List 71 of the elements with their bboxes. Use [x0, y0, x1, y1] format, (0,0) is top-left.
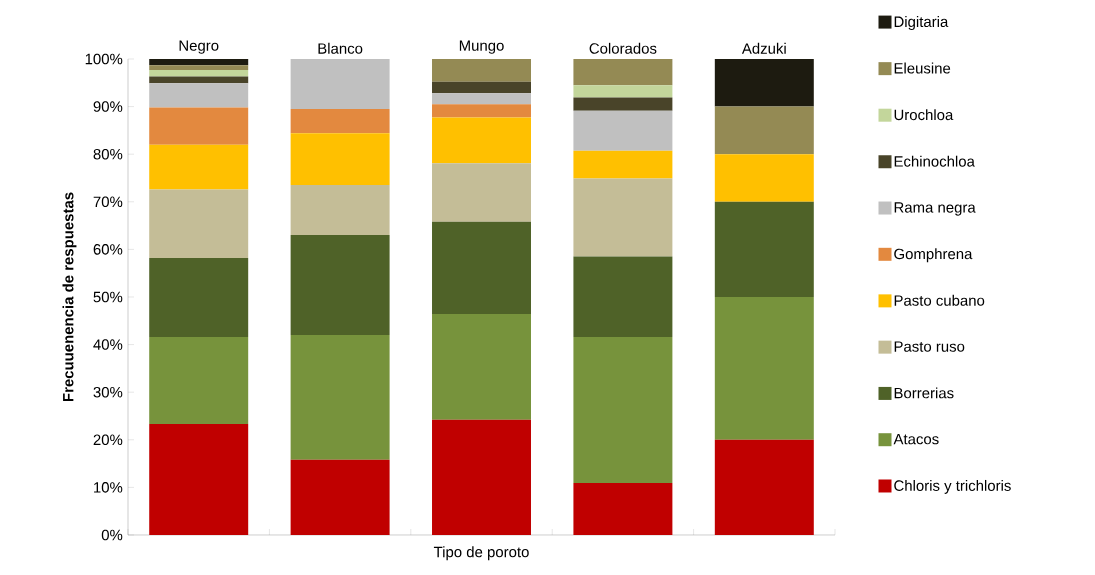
x-tick-label: Mungo — [459, 40, 504, 54]
bar — [573, 178, 673, 257]
legend-label: Digitaria — [894, 16, 949, 30]
bar — [432, 81, 531, 94]
bar — [432, 221, 531, 315]
bar — [149, 144, 249, 190]
bar — [290, 185, 390, 236]
bar — [714, 201, 814, 297]
legend-label: Atacos — [893, 433, 939, 445]
bar — [290, 58, 390, 109]
bar — [432, 104, 531, 118]
y-axis-title: Frecuuenencia de respuestas — [62, 192, 77, 402]
bar — [149, 107, 249, 145]
legend-label: Pasto ruso — [894, 341, 965, 352]
legend-label: Echinochloa — [894, 155, 975, 167]
bar — [714, 58, 814, 107]
y-tick-label: 0% — [101, 529, 123, 541]
x-tick-label: Colorados — [589, 42, 657, 54]
x-axis-title: Tipo de poroto — [433, 546, 529, 561]
bar — [573, 58, 673, 86]
y-tick-label: 60% — [93, 244, 123, 255]
y-tick-label: 50% — [93, 291, 123, 303]
bar — [432, 58, 531, 82]
legend-label: Borrerias — [894, 387, 954, 399]
y-tick-label: 90% — [93, 101, 123, 112]
legend-label: Gomphrena — [894, 248, 973, 263]
x-tick-label: Negro — [179, 40, 219, 54]
bar — [432, 314, 531, 420]
bar — [290, 235, 390, 336]
y-tick-label: 10% — [94, 482, 123, 493]
bar — [714, 106, 814, 155]
bar — [432, 419, 531, 535]
legend-label: Pasto cubano — [894, 294, 985, 306]
x-tick-label: Blanco — [318, 42, 363, 54]
bar — [573, 97, 673, 111]
bar — [714, 439, 814, 535]
x-tick-label: Adzuki — [741, 42, 786, 54]
legend-label: Urochloa — [894, 109, 954, 121]
bar — [149, 76, 249, 84]
bar — [290, 459, 390, 535]
bar — [573, 110, 673, 151]
bar — [149, 189, 249, 258]
bar — [432, 117, 531, 164]
bar — [290, 335, 390, 460]
bar — [149, 65, 249, 70]
bar — [149, 424, 249, 535]
bar — [149, 83, 249, 108]
bar — [573, 483, 673, 535]
legend-label: Rama negra — [894, 202, 976, 216]
bar — [149, 58, 249, 66]
y-tick-label: 20% — [93, 434, 123, 446]
bar — [573, 85, 673, 98]
bar — [290, 108, 390, 134]
bar — [290, 133, 390, 186]
y-tick-label: 80% — [93, 148, 123, 160]
bar — [714, 296, 814, 440]
y-tick-label: 30% — [93, 386, 123, 398]
bar — [432, 93, 531, 105]
y-tick-label: 70% — [93, 196, 123, 208]
bar — [149, 257, 249, 337]
bar — [573, 150, 673, 179]
y-tick-label: 100% — [85, 53, 123, 65]
legend-label: Eleusine — [894, 62, 951, 74]
bar — [149, 336, 249, 425]
bar — [714, 154, 814, 202]
bar — [432, 163, 531, 222]
y-tick-label: 40% — [93, 339, 123, 350]
bar — [573, 336, 673, 484]
legend-label: Chloris y trichloris — [894, 479, 1011, 494]
bar — [573, 256, 673, 337]
bar — [149, 69, 249, 77]
